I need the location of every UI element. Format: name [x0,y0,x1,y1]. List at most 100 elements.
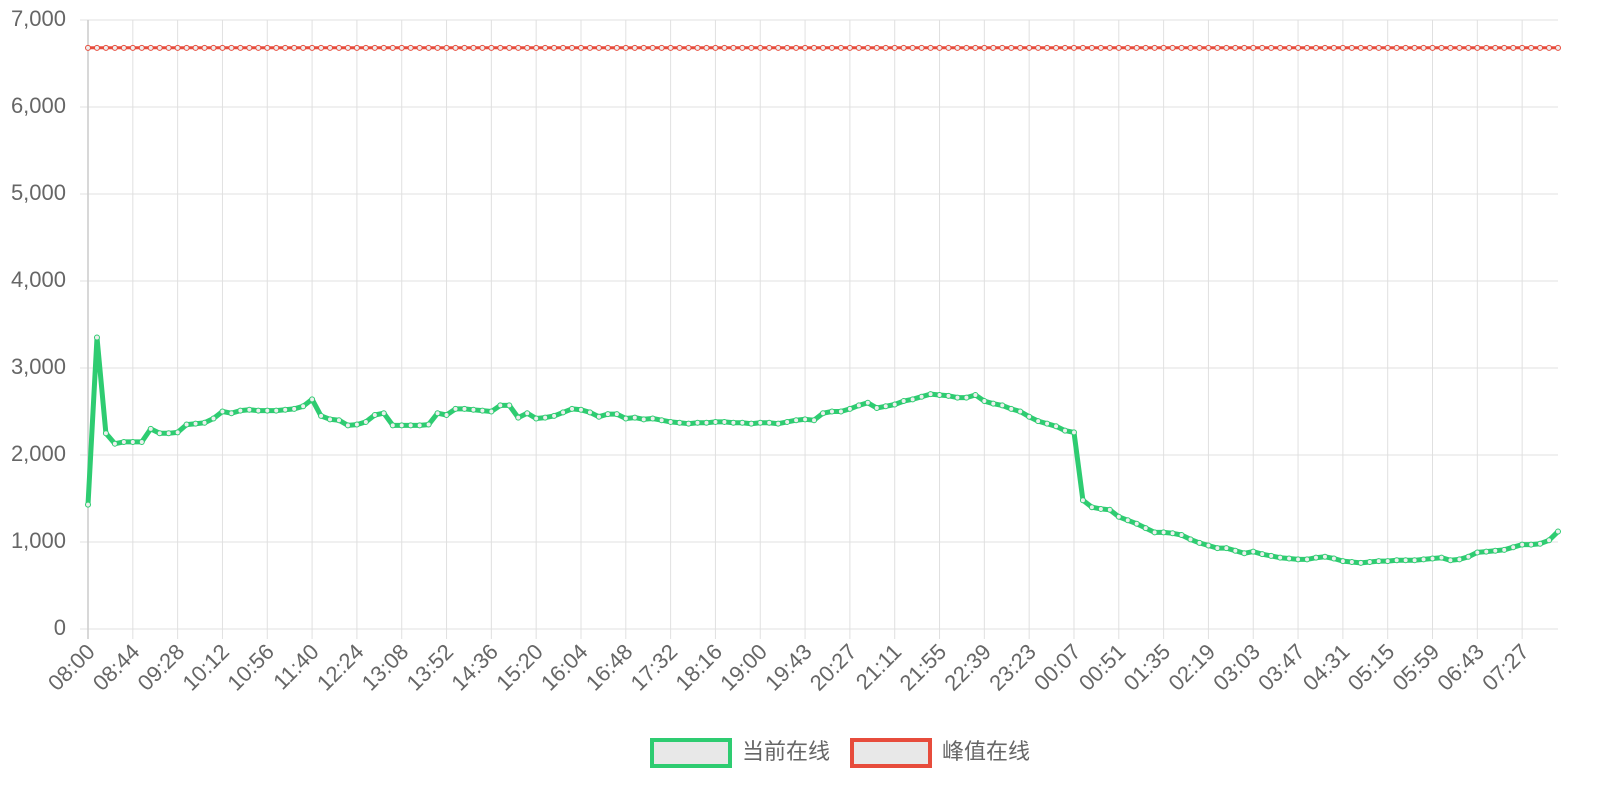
data-point [1366,559,1373,566]
data-point [1178,532,1185,539]
data-point [255,44,262,51]
data-point [999,402,1006,409]
data-point [748,44,755,51]
data-point [398,44,405,51]
data-point [479,407,486,414]
data-point [407,422,414,429]
data-point [586,44,593,51]
x-tick-label: 09:28 [133,639,190,696]
legend-swatch [850,738,932,768]
data-point [882,403,889,410]
data-point [497,402,504,409]
data-point [515,44,522,51]
data-point [846,44,853,51]
y-tick-label: 1,000 [11,528,66,553]
x-tick-label: 22:39 [939,639,996,696]
data-point [1241,44,1248,51]
data-point [309,396,316,403]
data-point [1366,44,1373,51]
data-point [1510,544,1517,551]
data-point [407,44,414,51]
data-point [219,44,226,51]
data-point [192,44,199,51]
data-point [138,438,145,445]
data-point [811,44,818,51]
data-point [488,44,495,51]
data-point [1115,44,1122,51]
data-point [318,44,325,51]
data-point [828,408,835,415]
x-tick-label: 08:00 [43,639,100,696]
data-point [1053,44,1060,51]
data-point [1160,44,1167,51]
data-point [981,398,988,405]
data-point [542,44,549,51]
data-point [891,44,898,51]
data-point [201,419,208,426]
data-point [1097,505,1104,512]
data-point [174,44,181,51]
data-point [111,44,118,51]
data-point [470,406,477,413]
data-point [228,410,235,417]
data-point [228,44,235,51]
data-point [1339,558,1346,565]
data-point [129,438,136,445]
data-point [1295,556,1302,563]
data-point [577,406,584,413]
data-point [1537,540,1544,547]
data-point [802,416,809,423]
data-point [918,44,925,51]
data-point [909,44,916,51]
data-point [1241,550,1248,557]
data-point [1088,504,1095,511]
x-tick-label: 19:00 [715,639,772,696]
data-point [147,425,154,432]
data-point [667,44,674,51]
data-point [1070,44,1077,51]
x-tick-label: 18:16 [670,639,727,696]
data-point [1330,555,1337,562]
data-point [784,418,791,425]
data-point [1268,44,1275,51]
data-point [353,44,360,51]
data-point [1537,44,1544,51]
x-tick-label: 06:43 [1432,639,1489,696]
data-point [1169,44,1176,51]
data-point [1312,554,1319,561]
data-point [85,44,91,51]
data-point [676,44,683,51]
data-point [237,44,244,51]
data-point [873,405,880,412]
data-point [1268,552,1275,559]
data-point [685,420,692,427]
data-point [649,415,656,422]
data-point [1196,44,1203,51]
data-point [1151,44,1158,51]
data-point [452,405,459,412]
x-tick-label: 23:23 [984,639,1041,696]
data-point [1393,44,1400,51]
data-point [318,412,325,419]
data-point [201,44,208,51]
data-point [631,414,638,421]
x-tick-label: 05:59 [1388,639,1445,696]
data-point [613,411,620,418]
x-tick-label: 03:03 [1208,639,1265,696]
data-point [1528,44,1535,51]
data-point [1304,44,1311,51]
data-point [595,413,602,420]
data-point [640,416,647,423]
data-point [1160,529,1167,536]
data-point [1447,557,1454,564]
data-point [416,422,423,429]
x-tick-label: 16:48 [581,639,638,696]
data-point [1187,44,1194,51]
data-point [1187,536,1194,543]
data-point [389,44,396,51]
y-tick-label: 6,000 [11,93,66,118]
data-point [111,440,118,447]
data-point [282,406,289,413]
data-point [990,400,997,407]
